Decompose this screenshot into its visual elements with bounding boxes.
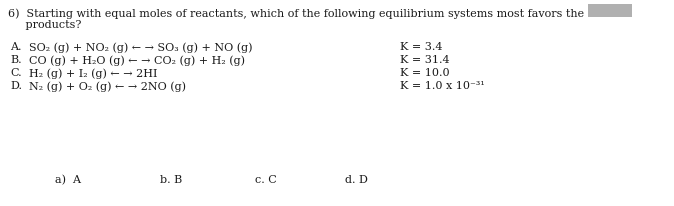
Text: B.: B. — [10, 55, 22, 65]
Text: c. C: c. C — [255, 174, 277, 184]
Text: d. D: d. D — [345, 174, 368, 184]
Bar — [588, 5, 632, 18]
Text: K = 31.4: K = 31.4 — [400, 55, 450, 65]
Text: N₂ (g) + O₂ (g) ← → 2NO (g): N₂ (g) + O₂ (g) ← → 2NO (g) — [22, 81, 186, 91]
Text: K = 1.0 x 10⁻³¹: K = 1.0 x 10⁻³¹ — [400, 81, 485, 91]
Text: b. B: b. B — [160, 174, 182, 184]
Text: K = 10.0: K = 10.0 — [400, 68, 450, 78]
Text: D.: D. — [10, 81, 22, 91]
Text: SO₂ (g) + NO₂ (g) ← → SO₃ (g) + NO (g): SO₂ (g) + NO₂ (g) ← → SO₃ (g) + NO (g) — [22, 42, 253, 52]
Text: products?: products? — [8, 20, 82, 30]
Text: H₂ (g) + I₂ (g) ← → 2HI: H₂ (g) + I₂ (g) ← → 2HI — [22, 68, 158, 78]
Text: K = 3.4: K = 3.4 — [400, 42, 443, 52]
Text: CO (g) + H₂O (g) ← → CO₂ (g) + H₂ (g): CO (g) + H₂O (g) ← → CO₂ (g) + H₂ (g) — [22, 55, 245, 65]
Text: a)  A: a) A — [55, 174, 81, 184]
Text: A.: A. — [10, 42, 22, 52]
Text: 6)  Starting with equal moles of reactants, which of the following equilibrium s: 6) Starting with equal moles of reactant… — [8, 8, 584, 19]
Text: C.: C. — [10, 68, 22, 78]
